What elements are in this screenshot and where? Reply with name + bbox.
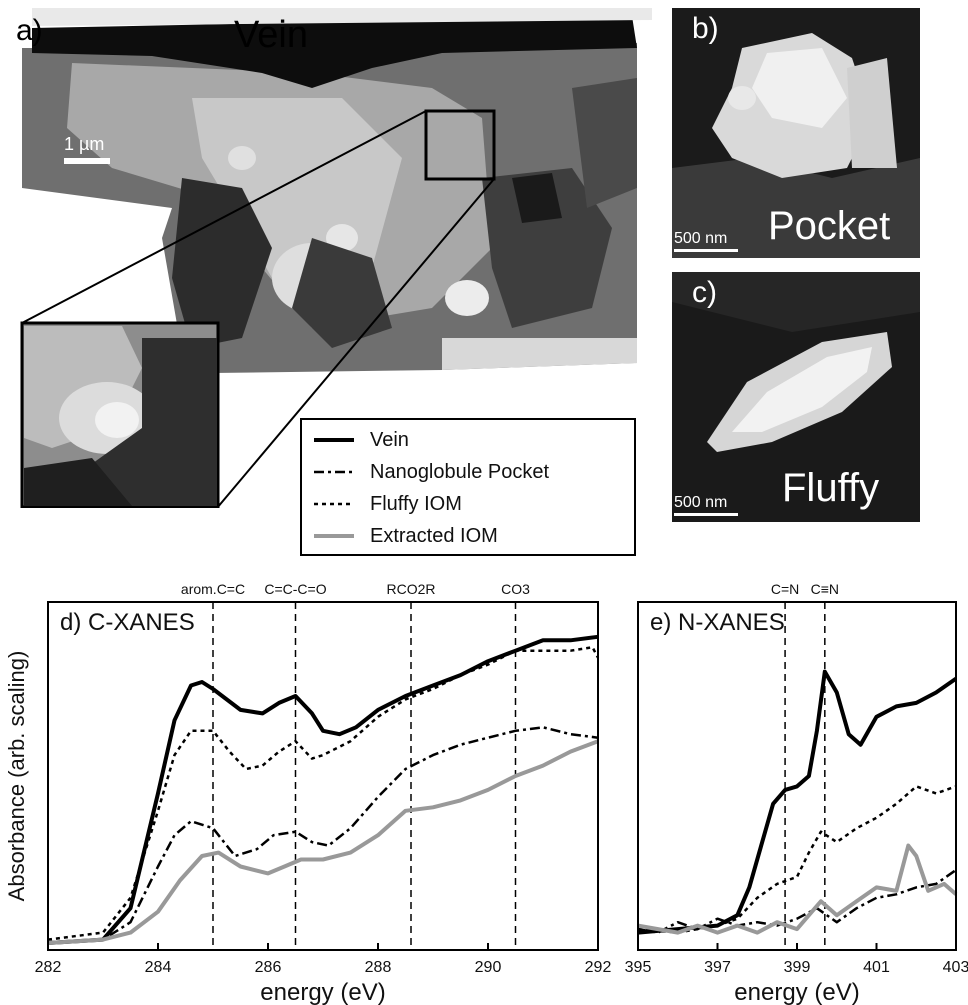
x-tick-label: 290 bbox=[475, 959, 502, 976]
y-axis-label: Absorbance (arb. scaling) bbox=[4, 651, 29, 902]
x-axis-label: energy (eV) bbox=[734, 979, 859, 1005]
annotation-label: C=N bbox=[771, 581, 799, 597]
data-point bbox=[278, 751, 280, 753]
data-point bbox=[190, 730, 192, 732]
legend-label: Vein bbox=[370, 428, 409, 451]
series-line bbox=[637, 868, 957, 934]
x-tick-label: 282 bbox=[35, 959, 62, 976]
legend-swatch bbox=[314, 502, 354, 506]
annotation-label: arom.C=C bbox=[181, 581, 245, 597]
panel-b-title: Pocket bbox=[768, 204, 891, 248]
legend-swatch bbox=[314, 438, 354, 442]
x-tick-label: 288 bbox=[365, 959, 392, 976]
panel-c-letter: c) bbox=[692, 276, 717, 309]
panel-c-scale-bar bbox=[674, 513, 738, 516]
panel-b-micrograph: b) Pocket 500 nm bbox=[672, 8, 920, 258]
series-line bbox=[637, 785, 957, 934]
series-line bbox=[637, 843, 958, 935]
x-tick-label: 401 bbox=[863, 959, 890, 976]
data-point bbox=[328, 845, 330, 847]
data-point bbox=[350, 827, 352, 829]
panel-label: e) N-XANES bbox=[650, 609, 785, 636]
legend-item: Fluffy IOM bbox=[312, 492, 462, 516]
panel-b-scale-bar bbox=[674, 249, 738, 252]
annotation-label: C=C-C=O bbox=[264, 581, 326, 597]
panel-a-title: Vein bbox=[234, 14, 308, 56]
legend-item: Vein bbox=[312, 428, 409, 452]
x-axis-label: energy (eV) bbox=[260, 979, 385, 1005]
series-line bbox=[47, 634, 599, 945]
panel-b-scale-label: 500 nm bbox=[674, 230, 728, 247]
data-point bbox=[432, 688, 434, 690]
data-point bbox=[915, 786, 917, 788]
panel-a-scale-label: 1 µm bbox=[64, 134, 105, 154]
legend: Vein Nanoglobule Pocket Fluffy IOM Extracte… bbox=[300, 418, 636, 556]
data-point bbox=[229, 751, 231, 753]
x-tick-label: 395 bbox=[625, 959, 652, 976]
data-point bbox=[737, 918, 739, 920]
panel-b-letter: b) bbox=[692, 12, 719, 45]
legend-swatch bbox=[314, 470, 354, 474]
data-point bbox=[212, 827, 214, 829]
legend-swatch bbox=[314, 534, 354, 538]
x-tick-label: 397 bbox=[704, 959, 731, 976]
data-point bbox=[836, 841, 838, 843]
panel-a-scale-bar bbox=[64, 158, 110, 164]
series-line bbox=[47, 645, 600, 941]
legend-label: Extracted IOM bbox=[370, 524, 498, 547]
series-line bbox=[47, 726, 599, 945]
data-point bbox=[245, 768, 247, 770]
x-tick-label: 286 bbox=[255, 959, 282, 976]
data-point bbox=[157, 810, 159, 812]
panel-a-micrograph: a) Vein 1 µm bbox=[12, 8, 652, 508]
data-point bbox=[542, 726, 544, 728]
data-point bbox=[856, 827, 858, 829]
plot-frame bbox=[637, 601, 957, 951]
chart-c-xanes: arom.C=C C=C-C=O RCO2R CO3 282 284 286 288 290 29… bbox=[4, 581, 611, 1005]
x-tick-label: 403 bbox=[943, 959, 968, 976]
plot-frame bbox=[47, 601, 599, 951]
fluffy-micrograph-image bbox=[672, 272, 920, 522]
x-tick-label: 399 bbox=[784, 959, 811, 976]
panel-c-micrograph: c) Fluffy 500 nm bbox=[672, 272, 920, 522]
xanes-plots: arom.C=C C=C-C=O RCO2R CO3 282 284 286 288 290 29… bbox=[4, 581, 968, 1005]
data-point bbox=[542, 650, 544, 652]
panel-label: d) C-XANES bbox=[60, 609, 195, 636]
data-point bbox=[592, 646, 594, 648]
x-tick-label: 292 bbox=[585, 959, 612, 976]
legend-label: Fluffy IOM bbox=[370, 492, 462, 515]
legend-label: Nanoglobule Pocket bbox=[370, 460, 550, 483]
legend-item: Nanoglobule Pocket bbox=[312, 460, 549, 484]
legend-item: Extracted IOM bbox=[312, 524, 498, 548]
panel-c-scale-label: 500 nm bbox=[674, 494, 728, 511]
panel-a-letter: a) bbox=[16, 14, 43, 47]
series-line bbox=[47, 739, 599, 945]
data-point bbox=[487, 737, 489, 739]
annotation-label: CO3 bbox=[501, 581, 530, 597]
annotation-label: RCO2R bbox=[386, 581, 435, 597]
vein-micrograph-image bbox=[20, 8, 652, 508]
x-tick-label: 284 bbox=[145, 959, 172, 976]
series-line bbox=[637, 669, 958, 935]
annotation-label: C≡N bbox=[811, 581, 839, 597]
chart-n-xanes: C=N C≡N 395 397 399 401 403 e) N-XANES energy (e… bbox=[625, 581, 968, 1005]
data-point bbox=[377, 796, 379, 798]
pocket-micrograph-image bbox=[672, 8, 920, 258]
data-point bbox=[460, 744, 462, 746]
panel-c-title: Fluffy bbox=[782, 466, 880, 510]
